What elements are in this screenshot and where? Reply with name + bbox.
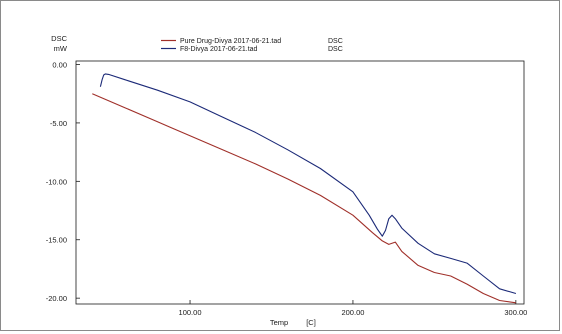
- y-tick-label: -20.00: [46, 294, 67, 303]
- x-tick-label: 200.00: [341, 308, 364, 317]
- legend-label-pure-drug: Pure Drug-Divya 2017-06-21.tad: [180, 38, 281, 45]
- x-axis-label: Temp: [270, 318, 288, 327]
- x-axis-unit: [C]: [306, 318, 316, 327]
- y-axis-unit: mW: [54, 44, 68, 53]
- y-axis-label: DSC: [51, 34, 67, 43]
- y-tick-label: -10.00: [46, 177, 67, 186]
- plot-area-border: [75, 60, 525, 305]
- y-tick-label: 0.00: [52, 61, 67, 70]
- x-tick-label: 100.00: [179, 308, 202, 317]
- legend-tag-pure-drug: DSC: [328, 38, 343, 45]
- legend-label-f8: F8-Divya 2017-06-21.tad: [180, 46, 258, 53]
- x-tick-label: 300.00: [504, 308, 527, 317]
- series-lines: [92, 73, 517, 304]
- legend-tag-f8: DSC: [328, 46, 343, 53]
- series-line-pure-drug: [92, 93, 516, 304]
- y-tick-label: -5.00: [50, 119, 67, 128]
- y-tick-label: -15.00: [46, 236, 67, 245]
- series-line-f8: [99, 73, 517, 295]
- axis-ticks: 0.00 -5.00 -10.00 -15.00 -20.00 100.00 200.00 3…: [46, 61, 528, 317]
